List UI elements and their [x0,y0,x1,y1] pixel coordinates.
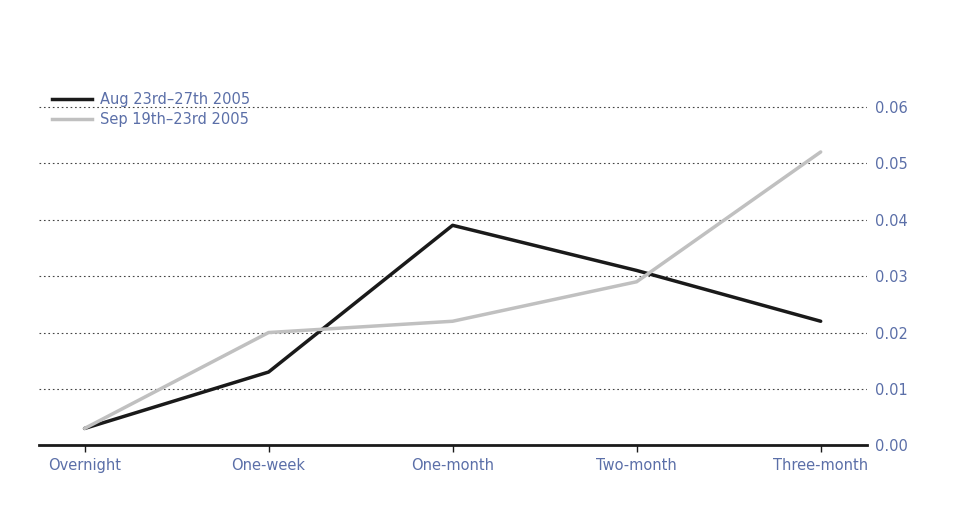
Legend: Aug 23rd–27th 2005, Sep 19th–23rd 2005: Aug 23rd–27th 2005, Sep 19th–23rd 2005 [46,86,256,133]
